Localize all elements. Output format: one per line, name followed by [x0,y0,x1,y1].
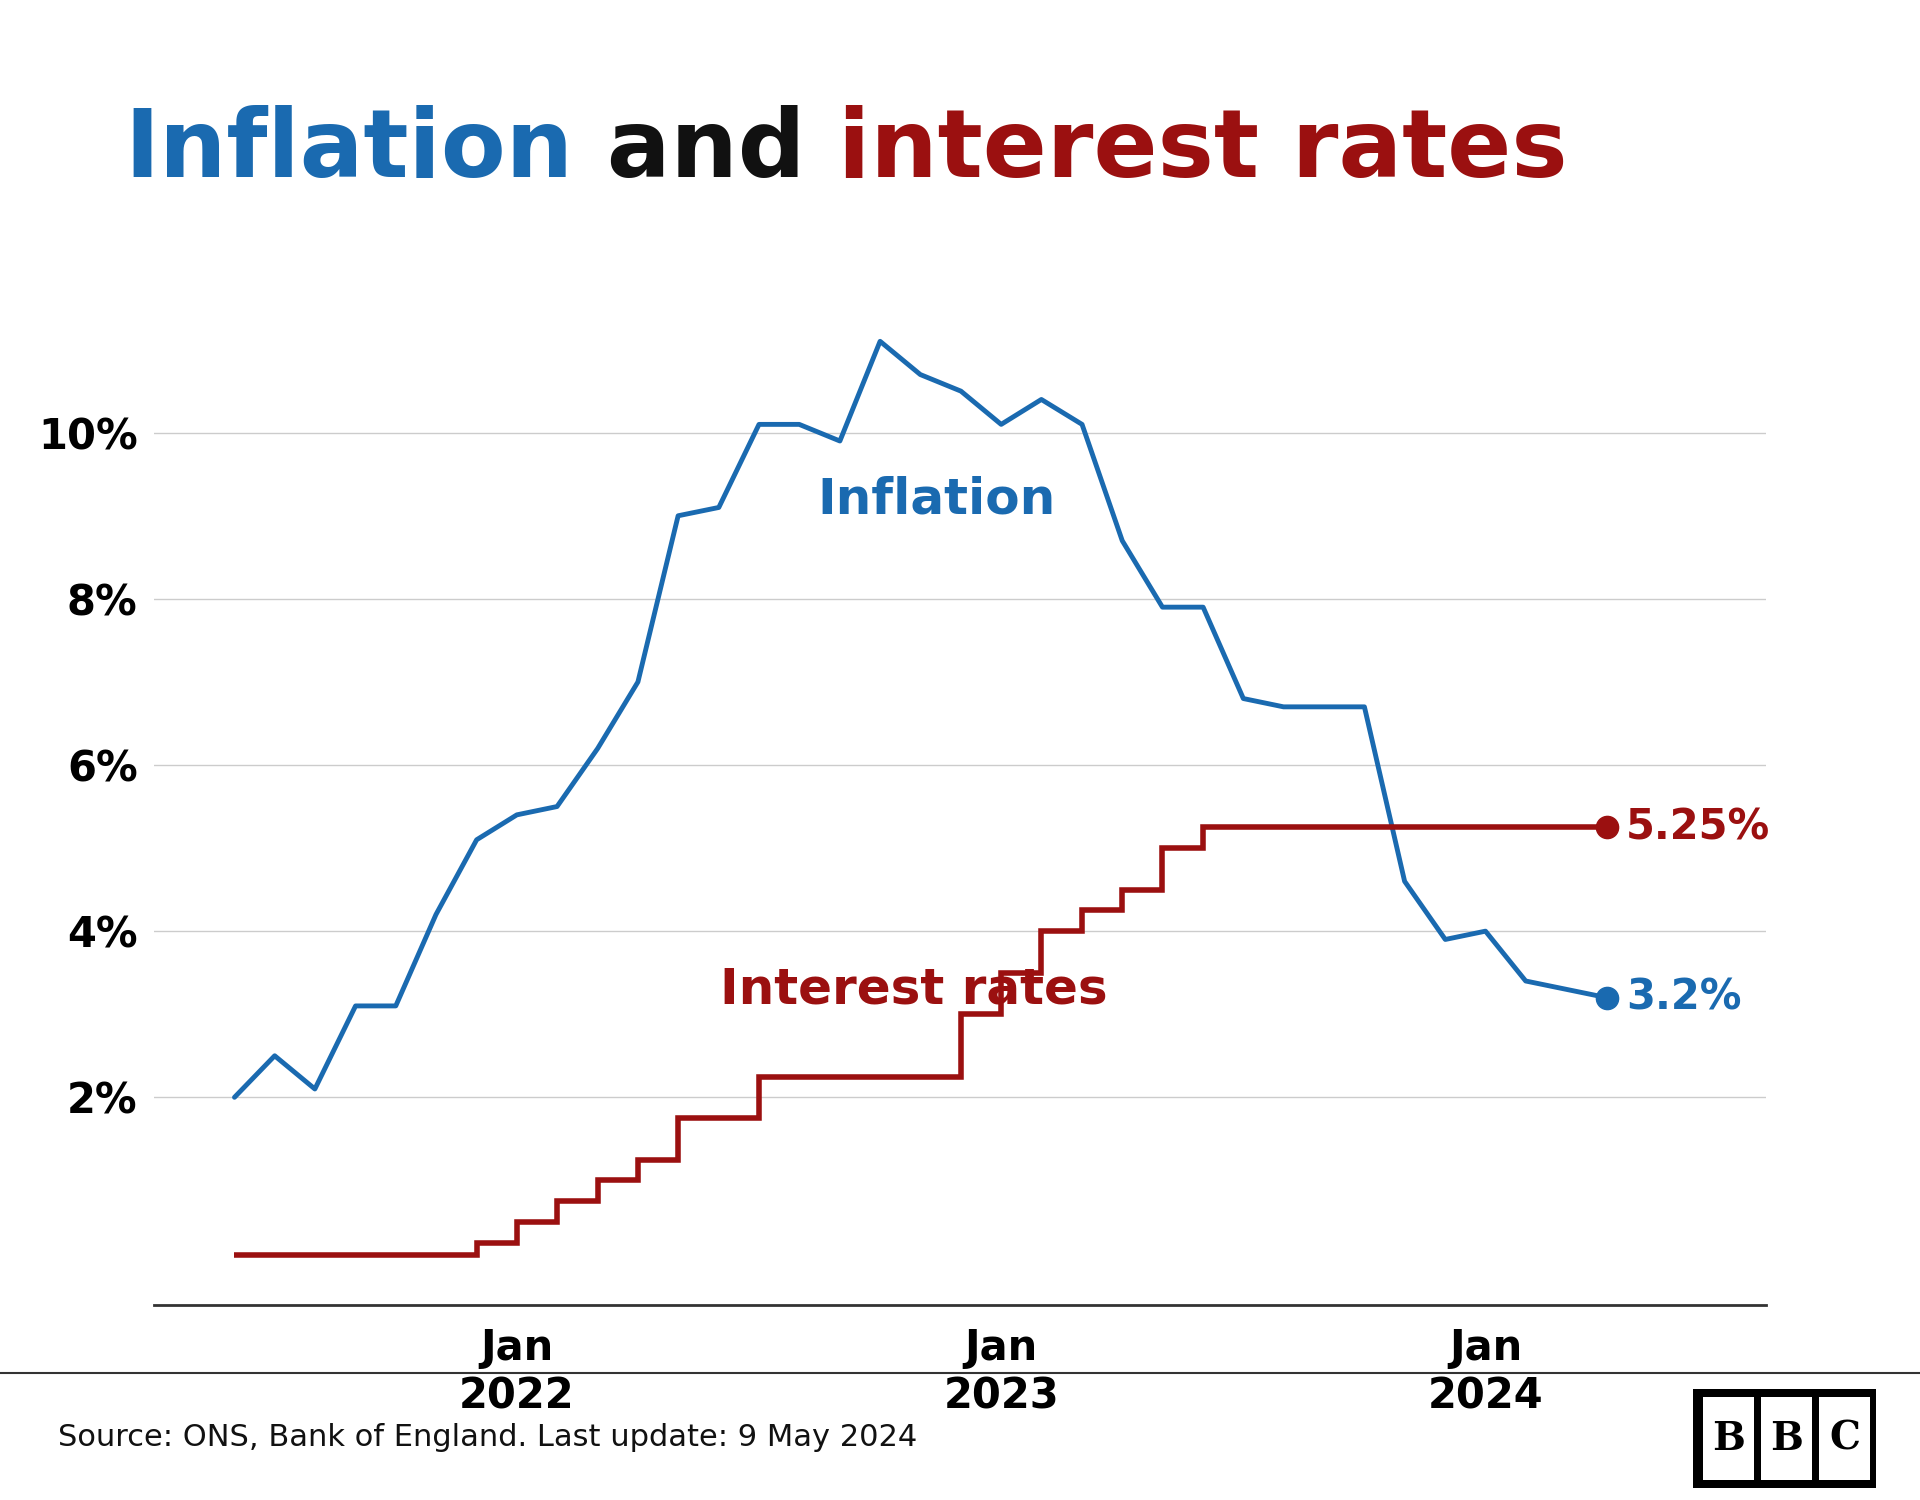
Text: Interest rates: Interest rates [720,966,1108,1014]
Text: interest rates: interest rates [837,105,1567,196]
FancyBboxPatch shape [1820,1396,1870,1480]
Text: 3.2%: 3.2% [1626,976,1741,1018]
Text: B: B [1711,1419,1745,1458]
FancyBboxPatch shape [1703,1396,1753,1480]
Text: 5.25%: 5.25% [1626,807,1770,849]
Text: and: and [574,105,837,196]
Text: Source: ONS, Bank of England. Last update: 9 May 2024: Source: ONS, Bank of England. Last updat… [58,1422,918,1452]
FancyBboxPatch shape [1761,1396,1812,1480]
Text: Inflation: Inflation [818,476,1056,524]
Text: B: B [1770,1419,1803,1458]
Text: C: C [1830,1419,1860,1458]
Text: Inflation: Inflation [125,105,574,196]
